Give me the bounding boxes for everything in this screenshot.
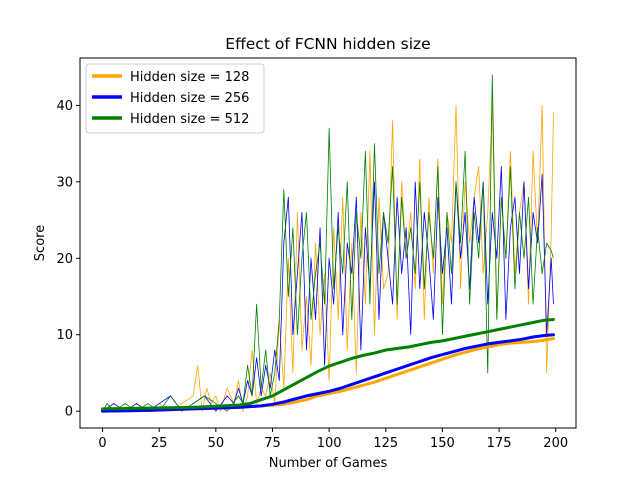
y-tick-label: 30 <box>56 175 73 190</box>
x-tick-label: 150 <box>430 436 455 451</box>
x-tick-label: 200 <box>543 436 568 451</box>
x-axis-title: Number of Games <box>269 456 388 471</box>
series-raw-line-2 <box>102 166 554 412</box>
plot-frame <box>79 57 577 429</box>
y-tick-label: 20 <box>56 252 73 267</box>
y-tick-label: 40 <box>56 99 73 114</box>
x-tick-label: 0 <box>98 436 106 451</box>
x-tick-label: 175 <box>487 436 512 451</box>
x-axis-ticks: 0 25 50 75 100 125 150 175 200 <box>98 428 568 451</box>
series-raw-line-3 <box>102 74 554 412</box>
series-layer <box>101 74 555 413</box>
y-tick-label: 10 <box>56 328 73 343</box>
legend-label-3: Hidden size = 512 <box>130 112 249 127</box>
x-tick-label: 25 <box>151 436 168 451</box>
x-tick-label: 75 <box>264 436 281 451</box>
series-raw-line-1 <box>102 105 554 412</box>
x-tick-label: 50 <box>208 436 225 451</box>
y-axis-title: Score <box>33 225 48 261</box>
x-tick-label: 125 <box>373 436 398 451</box>
series-mean-line-2 <box>101 333 555 413</box>
chart-title: Effect of FCNN hidden size <box>225 35 430 53</box>
y-tick-label: 0 <box>65 405 73 420</box>
x-tick-label: 100 <box>317 436 342 451</box>
series-mean-line-3 <box>101 317 555 411</box>
legend-label-1: Hidden size = 128 <box>130 70 249 85</box>
y-axis-ticks: 0 10 20 30 40 <box>56 99 80 420</box>
legend-label-2: Hidden size = 256 <box>130 91 249 106</box>
legend-box <box>85 63 265 134</box>
legend: Hidden size = 128 Hidden size = 256 Hidden… <box>85 63 265 134</box>
